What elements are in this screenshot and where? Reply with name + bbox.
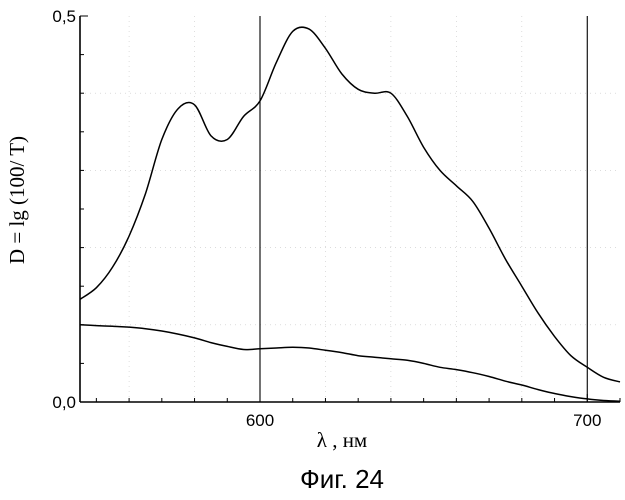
reference-lines: [260, 16, 587, 402]
y-tick-label: 0,0: [52, 393, 76, 412]
grid-lines: [80, 16, 620, 402]
figure-caption: Фиг. 24: [300, 464, 384, 494]
series-line-1: [80, 27, 620, 382]
x-axis-label: λ , нм: [317, 428, 367, 452]
series-lines: [80, 27, 620, 401]
x-tick-label: 600: [246, 411, 274, 430]
axes: [80, 16, 620, 402]
y-tick-label: 0,5: [52, 7, 76, 26]
series-line-2: [80, 325, 620, 401]
x-tick-label: 700: [573, 411, 601, 430]
y-axis-label: D = lg (100/ T): [5, 136, 29, 264]
tick-labels: 600 700 0,0 0,5: [52, 7, 601, 430]
